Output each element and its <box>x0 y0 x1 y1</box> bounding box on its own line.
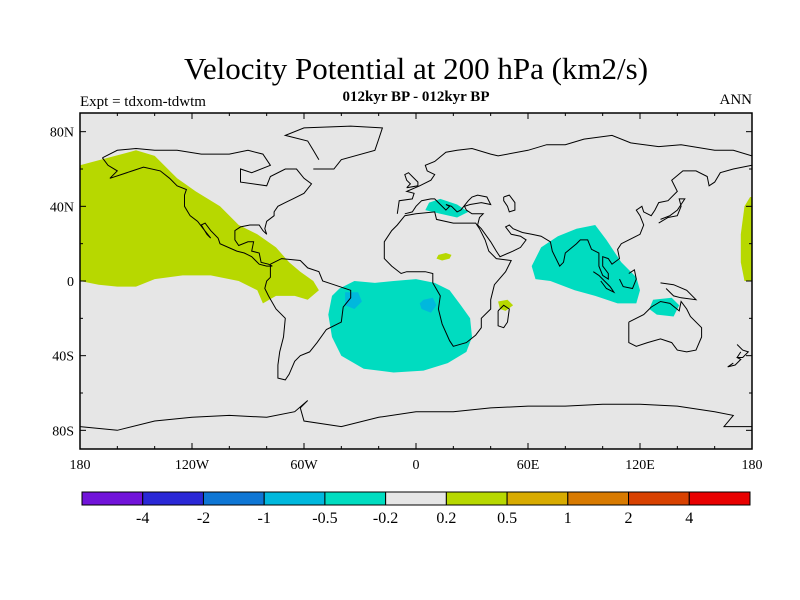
colorbar-box <box>142 491 204 506</box>
x-tick-label: 60W <box>290 458 318 473</box>
coastline-7 <box>503 194 516 213</box>
y-tick-label: 80N <box>50 126 74 141</box>
coastline-15 <box>593 271 616 294</box>
coastline-3 <box>264 258 352 381</box>
colorbar-box <box>567 491 630 506</box>
y-tick-label: 40S <box>52 350 74 365</box>
contour-region-10 <box>419 297 437 313</box>
y-tick-label: 80S <box>52 424 74 439</box>
colorbar-label: -0.5 <box>312 510 337 527</box>
colorbar-label: -2 <box>197 510 210 527</box>
coastline-4 <box>383 211 512 347</box>
colorbar-box <box>385 491 447 506</box>
coastline-12 <box>736 344 750 358</box>
coastline-16 <box>660 282 698 301</box>
colorbar-box <box>202 491 265 506</box>
contour-region-1 <box>80 150 319 304</box>
coastlines <box>80 125 752 431</box>
coastline-1 <box>101 147 313 267</box>
y-tick-label: 40N <box>50 200 74 215</box>
colorbar-label: 0.5 <box>497 510 517 527</box>
colorbar-label: -4 <box>136 510 149 527</box>
coastline-6 <box>404 164 752 281</box>
colorbar: -4 -2 -1 -0.5 -0.2 0.2 0.5 1 2 4 <box>81 491 751 527</box>
colorbar-label: -1 <box>258 510 271 527</box>
plot-title: Velocity Potential at 200 hPa (km2/s) <box>183 51 649 86</box>
contour-region-6 <box>425 198 469 218</box>
colorbar-label: 1 <box>564 510 572 527</box>
axis-ticks: 180 120W 60W 0 60E 120E 180 80N 40N 0 40S 80S <box>50 113 763 473</box>
contour-region-4 <box>498 299 514 311</box>
contour-region-5 <box>328 279 472 373</box>
contour-region-8 <box>649 297 680 317</box>
season-label: ANN <box>719 92 753 108</box>
coastline-10 <box>497 304 510 329</box>
colorbar-box <box>688 491 751 506</box>
colorbar-box <box>263 491 326 506</box>
colorbar-label: 2 <box>625 510 633 527</box>
contour-region-7 <box>531 225 640 304</box>
contour-region-2 <box>740 197 752 281</box>
colorbar-box <box>506 491 569 506</box>
experiment-label: Expt = tdxom-tdwtm <box>80 94 206 110</box>
colorbar-label: -0.2 <box>373 510 398 527</box>
colorbar-box <box>324 491 387 506</box>
contour-region-3 <box>436 253 452 261</box>
coastline-5 <box>396 134 752 214</box>
colorbar-box <box>628 491 690 506</box>
y-tick-label: 0 <box>67 275 74 290</box>
coastline-8 <box>404 172 419 189</box>
coastline-9 <box>658 198 686 224</box>
coastline-17 <box>80 400 752 431</box>
x-tick-label: 180 <box>70 458 91 473</box>
coastline-11 <box>628 300 703 353</box>
x-tick-label: 120W <box>175 458 210 473</box>
contour-fill-regions <box>80 150 752 373</box>
colorbar-box <box>445 491 508 506</box>
plot-subtitle: 012kyr BP - 012kyr BP <box>342 89 490 105</box>
coastline-13 <box>727 357 742 368</box>
colorbar-box <box>81 491 144 506</box>
coastline-14 <box>619 268 637 290</box>
x-tick-label: 120E <box>625 458 655 473</box>
coastline-2 <box>283 125 384 170</box>
colorbar-label: 4 <box>685 510 693 527</box>
contour-region-9 <box>345 292 362 309</box>
x-tick-label: 0 <box>413 458 420 473</box>
x-tick-label: 180 <box>742 458 763 473</box>
x-tick-label: 60E <box>517 458 540 473</box>
colorbar-label: 0.2 <box>436 510 456 527</box>
